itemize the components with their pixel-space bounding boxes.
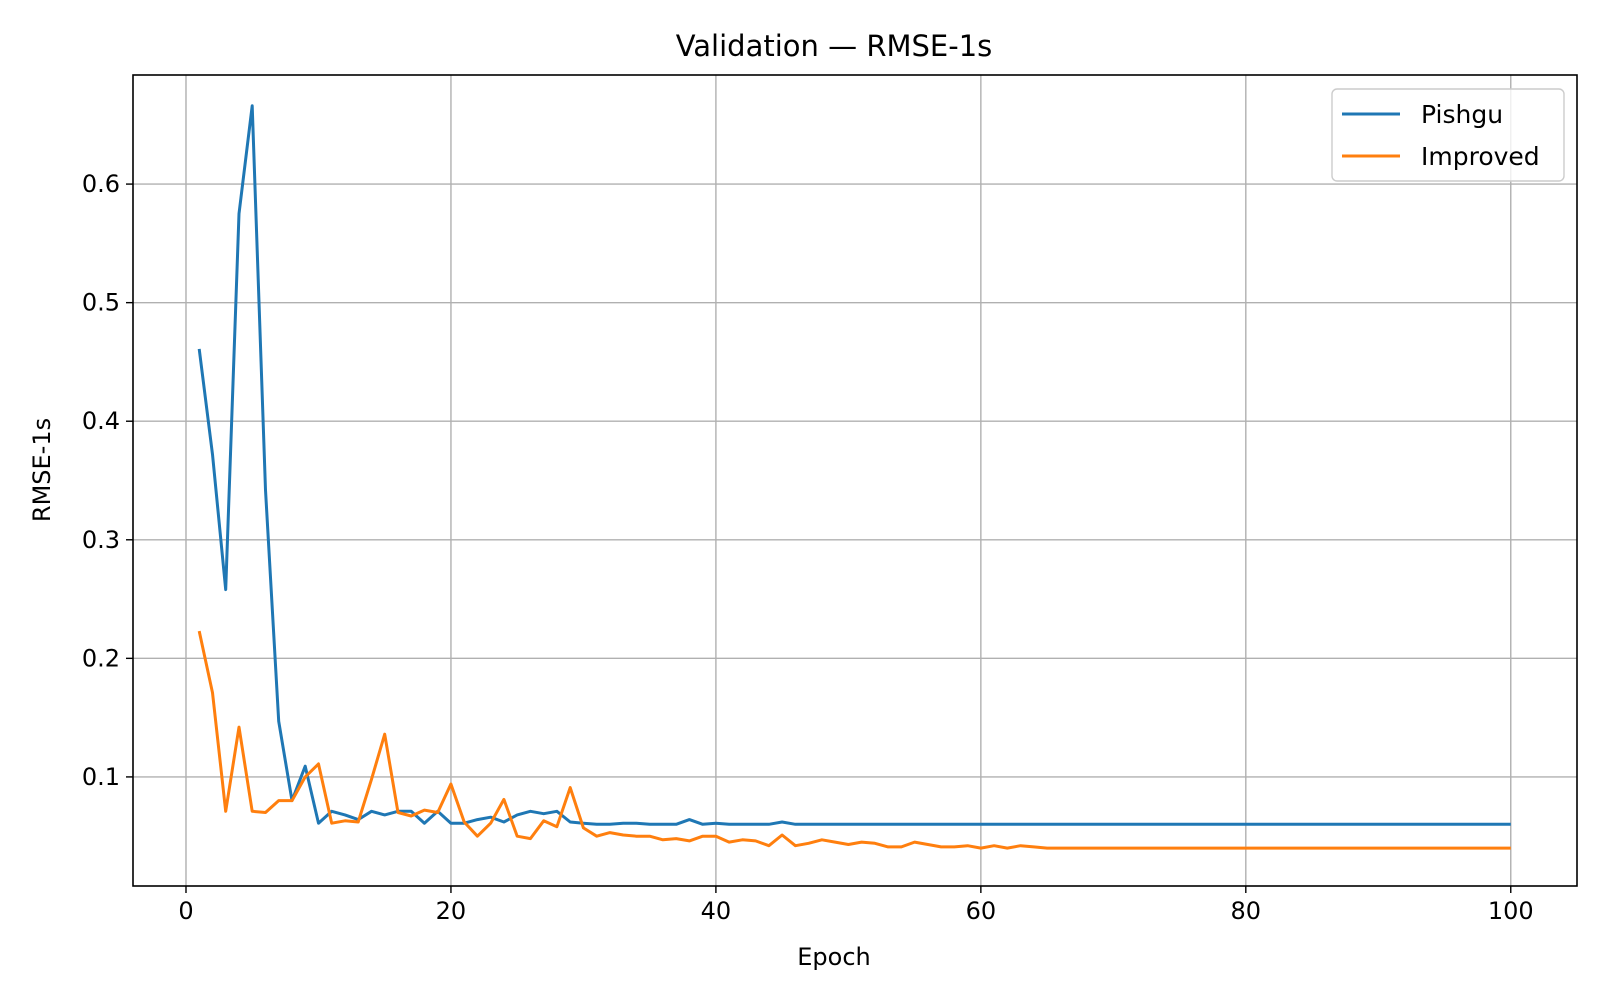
y-tick-label: 0.6 [82, 170, 120, 198]
y-tick-label: 0.2 [82, 644, 120, 672]
x-tick-label: 0 [178, 897, 193, 925]
y-tick-label: 0.4 [82, 407, 120, 435]
axis-ticks: 0 20 40 60 80 100 0.1 0.2 0.3 0.4 0.5 0.6 [82, 170, 1534, 925]
x-axis-label: Epoch [797, 943, 871, 971]
grid-lines [133, 75, 1577, 886]
x-tick-label: 20 [436, 897, 467, 925]
legend-label: Pishgu [1421, 100, 1503, 129]
x-tick-label: 80 [1231, 897, 1262, 925]
plot-frame [132, 74, 1578, 887]
x-tick-label: 60 [966, 897, 997, 925]
x-tick-label: 40 [701, 897, 732, 925]
y-tick-label: 0.5 [82, 289, 120, 317]
series-lines [197, 104, 1511, 850]
legend: Pishgu Improved [1331, 88, 1565, 182]
series-line-improved [197, 630, 1511, 850]
y-tick-label: 0.3 [82, 526, 120, 554]
chart-title: Validation — RMSE-1s [676, 29, 993, 63]
x-tick-label: 100 [1488, 897, 1534, 925]
series-line-pishgu [197, 104, 1511, 826]
y-axis-label: RMSE-1s [28, 418, 56, 522]
y-tick-label: 0.1 [82, 763, 120, 791]
legend-label: Improved [1421, 142, 1540, 171]
legend-box [1331, 88, 1565, 182]
